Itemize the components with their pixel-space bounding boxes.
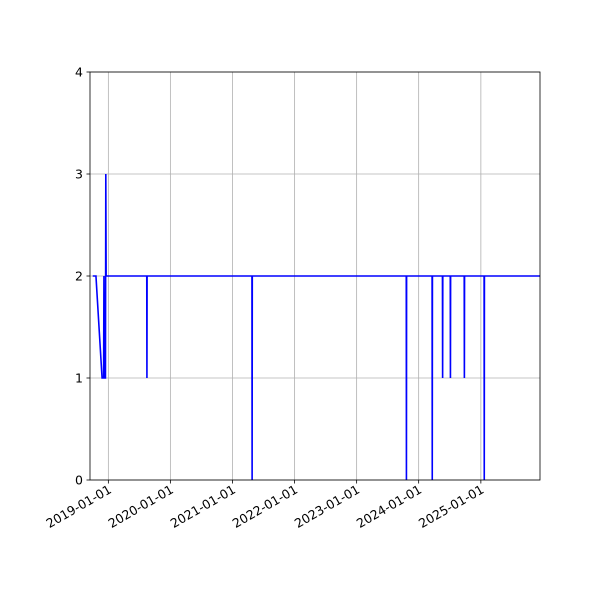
y-tick-label: 4 [75,65,83,80]
x-tick-label: 2020-01-01 [105,482,175,531]
plot-frame [89,71,541,481]
x-tick-label: 2024-01-01 [354,482,424,531]
y-tick-label: 0 [75,473,83,488]
x-tick-label: 2019-01-01 [43,482,113,531]
x-tick-label: 2021-01-01 [168,482,238,531]
axes [86,71,541,484]
y-tick-label: 3 [75,167,83,182]
y-tick-label: 1 [75,371,83,386]
series-line [92,173,540,481]
tick-labels: 0 1 2 3 4 2019-01-012020-01-012021-01-012022-… [43,65,486,531]
x-tick-label: 2025-01-01 [416,482,486,531]
y-tick-label: 2 [75,269,83,284]
x-tick-label: 2023-01-01 [292,482,362,531]
data-series [92,173,540,481]
x-tick-label: 2022-01-01 [230,482,300,531]
